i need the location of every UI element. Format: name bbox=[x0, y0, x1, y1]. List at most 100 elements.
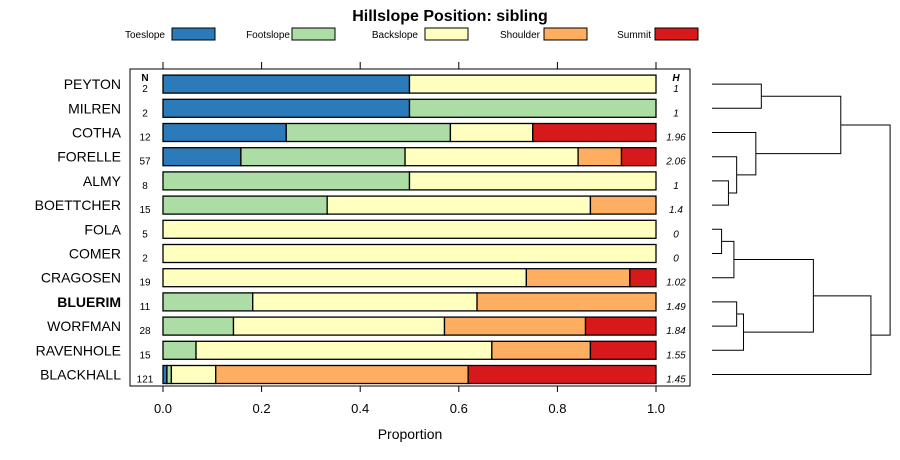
h-value-bluerim: 1.49 bbox=[666, 302, 686, 313]
bar-segment-comer-backslope bbox=[162, 243, 657, 264]
n-value-cragosen: 19 bbox=[139, 278, 151, 289]
row-label-almy: ALMY bbox=[83, 173, 122, 189]
h-column: H 1 1 1.96 2.06 1 1.4 0 0 1.02 1.49 1.84 1.55 1.45 bbox=[665, 73, 686, 386]
legend-swatch-backslope bbox=[424, 27, 469, 41]
h-value-cotha: 1.96 bbox=[666, 133, 686, 144]
legend-label-backslope: Backslope bbox=[372, 30, 419, 41]
bar-segment-ravenhole-summit bbox=[589, 340, 657, 360]
bar-segment-bluerim-footslope bbox=[162, 292, 254, 312]
bar-segment-ravenhole-footslope bbox=[162, 340, 197, 360]
n-value-ravenhole: 15 bbox=[139, 350, 151, 361]
n-value-forelle: 57 bbox=[139, 157, 151, 168]
bar-segment-bluerim-shoulder bbox=[476, 292, 657, 312]
bar-segment-peyton-toeslope bbox=[162, 74, 411, 94]
dendrogram-branch bbox=[712, 301, 738, 327]
bar-segment-blackhall-shoulder bbox=[215, 364, 469, 385]
dendrogram-branch bbox=[755, 95, 842, 155]
x-tick-label: 0.6 bbox=[450, 401, 468, 416]
row-label-worfman: WORFMAN bbox=[47, 318, 121, 334]
row-label-fola: FOLA bbox=[84, 221, 121, 237]
dendrogram-branch bbox=[712, 83, 762, 109]
x-tick-label: 0.2 bbox=[253, 401, 271, 416]
h-value-forelle: 2.06 bbox=[665, 157, 686, 168]
dendrogram-branch bbox=[840, 124, 891, 336]
dendrogram-branch bbox=[733, 259, 814, 333]
bar-segment-boettcher-footslope bbox=[162, 195, 328, 215]
n-column: N 2 2 12 57 8 15 5 2 19 11 28 15 121 bbox=[137, 73, 154, 386]
bar-segment-forelle-shoulder bbox=[577, 147, 623, 167]
bar-segment-forelle-footslope bbox=[240, 147, 406, 167]
bar-segment-worfman-summit bbox=[584, 316, 657, 336]
row-label-bluerim: BLUERIM bbox=[57, 294, 121, 310]
row-label-cragosen: CRAGOSEN bbox=[41, 270, 121, 286]
x-tick-label: 0.8 bbox=[548, 401, 566, 416]
bar-segment-cragosen-summit bbox=[629, 268, 657, 288]
dendrogram-branch bbox=[712, 156, 738, 194]
n-value-almy: 8 bbox=[142, 181, 148, 192]
n-value-blackhall: 121 bbox=[137, 375, 154, 386]
x-tick-label: 0.0 bbox=[154, 401, 172, 416]
n-value-bluerim: 11 bbox=[140, 302, 151, 313]
h-column-header: H bbox=[672, 73, 680, 84]
dendrogram-branch bbox=[712, 295, 872, 375]
x-axis-label: Proportion bbox=[378, 426, 443, 442]
dendrogram-branch bbox=[712, 240, 735, 279]
bar-segment-forelle-toeslope bbox=[162, 147, 242, 167]
bar-segment-cragosen-backslope bbox=[162, 268, 527, 288]
bar-segment-milren-toeslope bbox=[162, 98, 411, 118]
h-value-milren: 1 bbox=[673, 108, 679, 119]
h-value-fola: 0 bbox=[673, 229, 679, 240]
bar-segment-cotha-toeslope bbox=[162, 122, 287, 143]
bar-segment-worfman-shoulder bbox=[443, 316, 587, 336]
h-value-worfman: 1.84 bbox=[666, 326, 686, 337]
bar-segment-boettcher-backslope bbox=[326, 195, 592, 215]
bar-segment-milren-footslope bbox=[408, 98, 657, 118]
n-value-boettcher: 15 bbox=[139, 205, 151, 216]
bar-segment-ravenhole-backslope bbox=[195, 340, 493, 360]
n-value-comer: 2 bbox=[142, 254, 148, 265]
bar-segment-worfman-footslope bbox=[162, 316, 235, 336]
dendrogram-branch bbox=[712, 313, 745, 351]
row-label-boettcher: BOETTCHER bbox=[35, 197, 121, 213]
bar-segment-boettcher-shoulder bbox=[589, 195, 657, 215]
legend-swatch-shoulder bbox=[543, 27, 588, 41]
dendrogram-branch bbox=[712, 180, 729, 206]
bar-segment-forelle-backslope bbox=[404, 147, 579, 167]
n-value-milren: 2 bbox=[142, 108, 148, 119]
h-value-comer: 0 bbox=[673, 254, 679, 265]
legend-label-footslope: Footslope bbox=[246, 30, 290, 41]
h-value-boettcher: 1.4 bbox=[669, 205, 683, 216]
bar-segment-cotha-summit bbox=[532, 122, 657, 143]
h-value-ravenhole: 1.55 bbox=[666, 350, 686, 361]
plot-frame bbox=[129, 68, 691, 387]
bar-segment-ravenhole-shoulder bbox=[491, 340, 592, 360]
legend-label-toeslope: Toeslope bbox=[125, 30, 165, 41]
legend-swatch-footslope bbox=[291, 27, 336, 41]
bar-segment-forelle-summit bbox=[620, 147, 657, 167]
bar-segment-bluerim-backslope bbox=[252, 292, 478, 312]
legend-label-summit: Summit bbox=[617, 30, 651, 41]
bar-segment-worfman-backslope bbox=[232, 316, 446, 336]
dendrogram-branch bbox=[712, 228, 723, 254]
legend-label-shoulder: Shoulder bbox=[500, 30, 541, 41]
dendrogram-branch bbox=[712, 132, 757, 176]
bar-segment-blackhall-backslope bbox=[170, 364, 217, 385]
h-value-peyton: 1 bbox=[673, 84, 679, 95]
n-value-fola: 5 bbox=[142, 229, 148, 240]
bar-segment-blackhall-footslope bbox=[166, 364, 173, 385]
h-value-cragosen: 1.02 bbox=[666, 278, 686, 289]
n-value-peyton: 2 bbox=[142, 84, 148, 95]
h-value-blackhall: 1.45 bbox=[666, 375, 686, 386]
bar-segment-cotha-footslope bbox=[285, 122, 452, 143]
n-value-cotha: 12 bbox=[139, 133, 151, 144]
bar-area bbox=[162, 74, 657, 385]
legend: Toeslope Footslope Backslope Shoulder Summit bbox=[125, 27, 699, 41]
bar-segment-peyton-backslope bbox=[408, 74, 657, 94]
legend-swatch-summit bbox=[654, 27, 699, 41]
bar-segment-almy-footslope bbox=[162, 171, 411, 191]
n-value-worfman: 28 bbox=[139, 326, 151, 337]
chart-title: Hillslope Position: sibling bbox=[352, 8, 548, 25]
row-label-blackhall: BLACKHALL bbox=[40, 367, 121, 383]
row-label-milren: MILREN bbox=[68, 100, 121, 116]
